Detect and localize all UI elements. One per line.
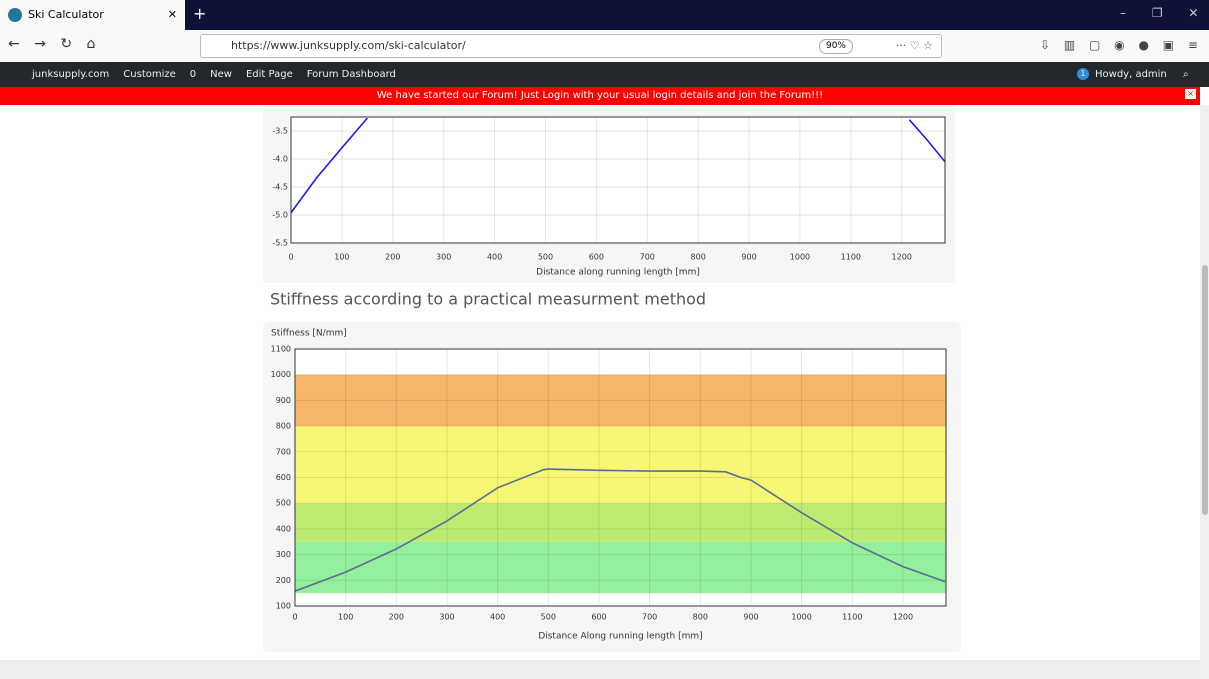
- x-tick-label: 0: [288, 253, 293, 262]
- url-actions[interactable]: ··· ♡ ☆: [896, 35, 933, 57]
- x-tick-label: 600: [591, 613, 606, 622]
- x-tick-label: 300: [436, 253, 451, 262]
- admin-item[interactable]: New: [210, 69, 232, 80]
- tab-bar: Ski Calculator ✕ + – ❐ ✕: [0, 0, 1209, 30]
- x-tick-label: 800: [691, 253, 706, 262]
- x-tick-label: 800: [693, 613, 708, 622]
- x-tick-label: 200: [389, 613, 404, 622]
- plot-area: [291, 117, 945, 243]
- x-tick-label: 500: [538, 253, 553, 262]
- y-tick-label: 800: [276, 422, 291, 431]
- admin-item[interactable]: Edit Page: [246, 69, 293, 80]
- tab-title: Ski Calculator: [28, 8, 104, 21]
- band: [295, 542, 946, 593]
- admin-item[interactable]: 0: [190, 69, 196, 80]
- admin-items: junksupply.com Customize 0 New Edit Page Foru…: [12, 62, 396, 87]
- footer-strip: [0, 660, 1200, 679]
- page: 0100200300400500600700800900100011001200…: [0, 0, 1209, 679]
- band: [295, 426, 946, 503]
- admin-item[interactable]: junksupply.com: [32, 69, 109, 80]
- banner-close[interactable]: ×: [1185, 89, 1196, 99]
- banner-text: We have started our Forum! Just Login wi…: [377, 90, 823, 101]
- admin-item[interactable]: Customize: [123, 69, 176, 80]
- x-tick-label: 200: [385, 253, 400, 262]
- window-controls[interactable]: – ❐ ✕: [1120, 6, 1198, 20]
- scrollbar-thumb[interactable]: [1202, 265, 1208, 515]
- x-tick-label: 700: [640, 253, 655, 262]
- y-tick-label: 500: [276, 499, 291, 508]
- x-tick-label: 700: [642, 613, 657, 622]
- y-tick-label: 400: [276, 524, 291, 533]
- y-tick-label: -5.0: [272, 211, 288, 220]
- y-tick-label: 200: [276, 576, 291, 585]
- x-tick-label: 1200: [893, 613, 913, 622]
- y-tick-label: -3.5: [272, 127, 288, 136]
- x-tick-label: 1000: [791, 613, 811, 622]
- nav-bar: ← → ↻ ⌂ https://www.junksupply.com/ski-c…: [0, 30, 1209, 63]
- x-axis-label: Distance Along running length [mm]: [538, 632, 702, 642]
- x-tick-label: 600: [589, 253, 604, 262]
- x-tick-label: 100: [338, 613, 353, 622]
- y-tick-label: 1100: [271, 345, 291, 354]
- admin-bar: junksupply.com Customize 0 New Edit Page Foru…: [0, 62, 1209, 87]
- url-bar[interactable]: https://www.junksupply.com/ski-calculato…: [200, 34, 942, 58]
- favicon: [8, 8, 22, 22]
- admin-item[interactable]: Forum Dashboard: [307, 69, 396, 80]
- y-tick-label: 1000: [271, 370, 291, 379]
- nav-buttons[interactable]: ← → ↻ ⌂: [8, 36, 95, 52]
- x-tick-label: 400: [487, 253, 502, 262]
- y-tick-label: -4.0: [272, 155, 288, 164]
- toolbar-icons[interactable]: ⇩ ▥ ▢ ◉ ● ▣ ≡: [1040, 38, 1198, 52]
- chart-title: Stiffness according to a practical measu…: [270, 290, 706, 309]
- y-axis-label: Stiffness [N/mm]: [271, 329, 347, 339]
- y-tick-label: 900: [276, 396, 291, 405]
- search[interactable]: ⌕: [1183, 62, 1189, 87]
- x-tick-label: 1000: [790, 253, 810, 262]
- x-tick-label: 300: [439, 613, 454, 622]
- url: https://www.junksupply.com/ski-calculato…: [231, 39, 466, 52]
- new-tab[interactable]: +: [193, 4, 206, 23]
- y-tick-label: 700: [276, 447, 291, 456]
- y-tick-label: -4.5: [272, 183, 288, 192]
- x-tick-label: 1200: [892, 253, 912, 262]
- x-tick-label: 1100: [841, 253, 861, 262]
- x-tick-label: 900: [743, 613, 758, 622]
- close-tab[interactable]: ✕: [168, 0, 177, 30]
- notification-count[interactable]: 1: [1077, 68, 1089, 80]
- band: [295, 503, 946, 542]
- tab[interactable]: Ski Calculator ✕: [0, 0, 185, 30]
- x-tick-label: 400: [490, 613, 505, 622]
- y-tick-label: 600: [276, 473, 291, 482]
- zoom[interactable]: 90%: [819, 39, 853, 54]
- x-axis-label: Distance along running length [mm]: [536, 268, 700, 278]
- y-tick-label: -5.5: [272, 239, 288, 248]
- x-tick-label: 900: [741, 253, 756, 262]
- forum-banner: We have started our Forum! Just Login wi…: [0, 87, 1200, 105]
- y-tick-label: 300: [276, 550, 291, 559]
- x-tick-label: 100: [334, 253, 349, 262]
- y-tick-label: 100: [276, 602, 291, 611]
- greeting[interactable]: Howdy, admin: [1095, 62, 1167, 87]
- x-tick-label: 0: [292, 613, 297, 622]
- x-tick-label: 500: [541, 613, 556, 622]
- x-tick-label: 1100: [842, 613, 862, 622]
